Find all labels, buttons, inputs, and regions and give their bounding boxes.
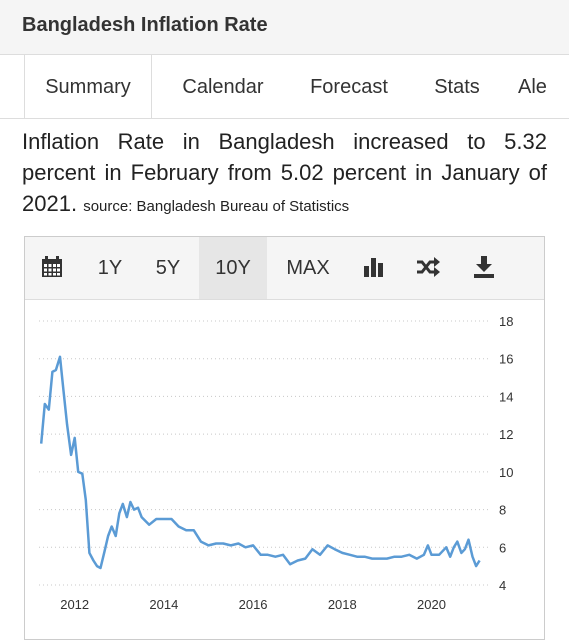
- series-line: [39, 355, 481, 570]
- tab-stats[interactable]: Stats: [434, 76, 480, 98]
- range-5y-button[interactable]: 5Y: [155, 257, 181, 279]
- chart-type-button[interactable]: [351, 237, 397, 299]
- tab-calendar[interactable]: Calendar: [182, 76, 264, 98]
- page-title: Bangladesh Inflation Rate: [22, 14, 268, 36]
- y-tick-label: 10: [499, 465, 513, 480]
- app-header: Bangladesh Inflation Rate: [0, 0, 569, 55]
- x-tick-label: 2014: [149, 597, 178, 612]
- shuffle-icon: [417, 257, 440, 277]
- inflation-line-chart: 4 6 8 10 12 14 16 18 2012 2014 2016 2018 2020: [39, 314, 513, 612]
- tab-forecast[interactable]: Forecast: [310, 76, 388, 98]
- summary-text-block: Inflation Rate in Bangladesh increased t…: [22, 126, 547, 222]
- x-tick-label: 2016: [239, 597, 268, 612]
- y-tick-label: 12: [499, 427, 513, 442]
- x-tick-label: 2012: [60, 597, 89, 612]
- tab-summary[interactable]: Summary: [24, 55, 152, 118]
- download-button[interactable]: [461, 237, 507, 299]
- x-tick-label: 2018: [328, 597, 357, 612]
- tab-alerts[interactable]: Ale: [518, 76, 547, 98]
- bar-chart-icon: [364, 258, 383, 277]
- x-tick-label: 2020: [417, 597, 446, 612]
- y-tick-label: 6: [499, 540, 506, 555]
- y-tick-label: 14: [499, 389, 513, 404]
- calendar-icon: [42, 256, 62, 277]
- compare-button[interactable]: [405, 237, 451, 299]
- y-tick-label: 18: [499, 314, 513, 329]
- tab-bar: Summary Calendar Forecast Stats Ale: [0, 55, 569, 119]
- y-tick-label: 4: [499, 578, 506, 593]
- chart-panel: 1Y 5Y 10Y MAX: [24, 236, 545, 640]
- calendar-button[interactable]: [25, 237, 81, 299]
- summary-text: Inflation Rate in Bangladesh increased t…: [22, 129, 547, 216]
- range-max-button[interactable]: MAX: [286, 257, 330, 279]
- download-icon: [474, 256, 494, 278]
- y-tick-label: 8: [499, 503, 506, 518]
- range-10y-button[interactable]: 10Y: [199, 237, 267, 299]
- range-1y-button[interactable]: 1Y: [97, 257, 123, 279]
- source-text: source: Bangladesh Bureau of Statistics: [83, 198, 350, 215]
- chart-toolbar: 1Y 5Y 10Y MAX: [25, 237, 544, 300]
- y-tick-label: 16: [499, 352, 513, 367]
